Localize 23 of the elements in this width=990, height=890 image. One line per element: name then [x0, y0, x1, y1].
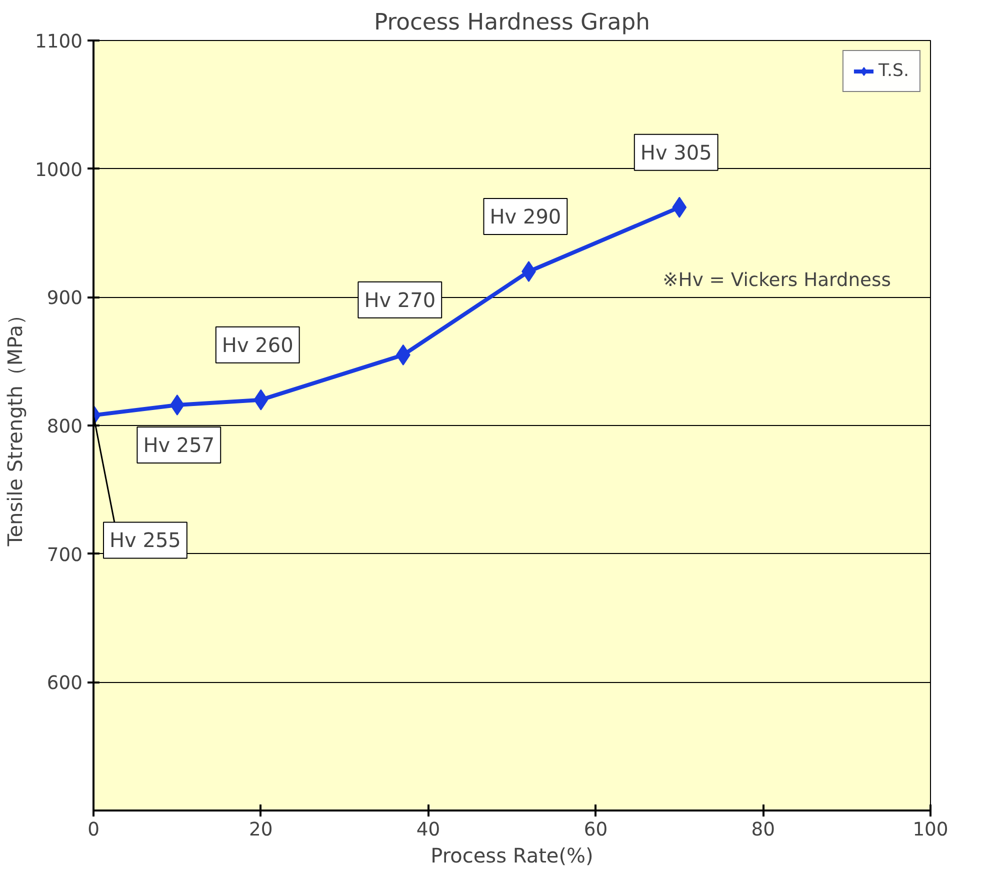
- y-tick-label: 900: [46, 288, 82, 310]
- x-tick-label: 0: [88, 820, 100, 840]
- y-tick-label: 1000: [35, 160, 83, 181]
- annotation: Hv 260: [222, 332, 294, 357]
- x-tick-label: 60: [584, 820, 608, 840]
- annotation: Hv 305: [640, 140, 712, 164]
- annotation: ※Hv = Vickers Hardness: [662, 270, 891, 291]
- x-tick-label: 20: [249, 820, 273, 840]
- x-tick-label: 40: [416, 820, 440, 840]
- y-tick-label: 1100: [35, 32, 83, 52]
- annotation: Hv 255: [110, 528, 181, 552]
- y-axis-title: Tensile Strength（MPa）: [3, 304, 28, 548]
- chart-title: Process Hardness Graph: [374, 10, 650, 36]
- y-tick-label: 800: [46, 416, 82, 438]
- y-tick-label: 700: [46, 544, 82, 566]
- x-tick-label: 80: [751, 820, 775, 840]
- legend-label: T.S.: [878, 61, 909, 81]
- annotation: Hv 257: [143, 432, 215, 457]
- x-axis-title: Process Rate(%): [430, 844, 594, 868]
- x-tick-label: 100: [912, 820, 948, 840]
- annotation: Hv 290: [490, 204, 562, 228]
- annotation: Hv 270: [364, 288, 436, 312]
- y-tick-label: 600: [46, 673, 82, 694]
